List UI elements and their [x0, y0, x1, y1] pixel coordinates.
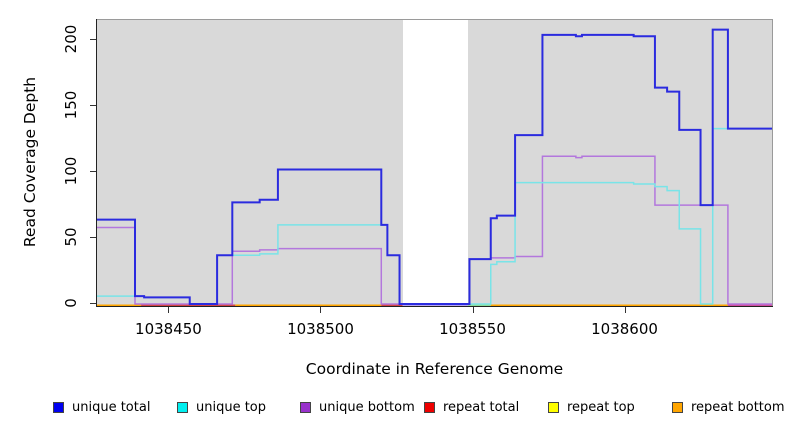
- x-tick: [168, 307, 170, 313]
- series-unique-bottom: [97, 155, 772, 305]
- legend-label: repeat top: [567, 399, 635, 415]
- legend-item-repeat-bottom: repeat bottom: [672, 398, 785, 416]
- legend-label: unique top: [196, 399, 267, 415]
- y-axis-title: Read Coverage Depth: [21, 76, 39, 248]
- legend-swatch-icon: [300, 401, 311, 413]
- y-tick: [90, 105, 96, 107]
- legend-item-unique-top: unique top: [177, 398, 266, 416]
- y-tick-label: 50: [62, 227, 80, 247]
- legend-item-repeat-top: repeat top: [548, 398, 635, 416]
- legend-swatch-icon: [424, 401, 435, 413]
- legend-label: repeat bottom: [691, 399, 785, 415]
- legend-label: unique total: [72, 399, 151, 415]
- series-unique-top: [97, 127, 772, 305]
- y-tick: [90, 39, 96, 41]
- coverage-lines-svg: [97, 28, 772, 307]
- x-tick-label: 1038500: [287, 320, 354, 338]
- x-axis-title: Coordinate in Reference Genome: [305, 360, 564, 378]
- legend-label: unique bottom: [319, 399, 415, 415]
- legend-item-unique-total: unique total: [53, 398, 150, 416]
- legend-item-repeat-total: repeat total: [424, 398, 519, 416]
- legend-swatch-icon: [53, 401, 64, 413]
- x-tick-label: 1038600: [591, 320, 658, 338]
- legend-swatch-icon: [672, 401, 683, 413]
- x-tick-label: 1038450: [135, 320, 202, 338]
- x-axis-line: [96, 306, 773, 307]
- y-tick-label: 200: [62, 24, 80, 54]
- y-tick: [90, 303, 96, 304]
- no-data-gap: [402, 20, 468, 307]
- legend-swatch-icon: [548, 401, 559, 413]
- legend-label: repeat total: [443, 399, 520, 415]
- x-tick: [320, 307, 322, 313]
- x-tick-label: 1038550: [439, 320, 506, 338]
- y-tick-label: 100: [62, 156, 80, 186]
- legend-swatch-icon: [177, 401, 188, 413]
- plot-panel: [97, 19, 773, 307]
- x-tick: [624, 307, 626, 313]
- legend-item-unique-bottom: unique bottom: [300, 398, 415, 416]
- series-unique-total: [97, 28, 772, 305]
- y-tick: [90, 171, 96, 173]
- x-tick: [472, 307, 474, 313]
- y-tick-label: 0: [62, 298, 80, 308]
- y-tick: [90, 237, 96, 239]
- legend: unique total unique top unique bottom repea…: [0, 398, 792, 420]
- y-axis-line: [96, 19, 97, 307]
- y-tick-label: 150: [62, 90, 80, 120]
